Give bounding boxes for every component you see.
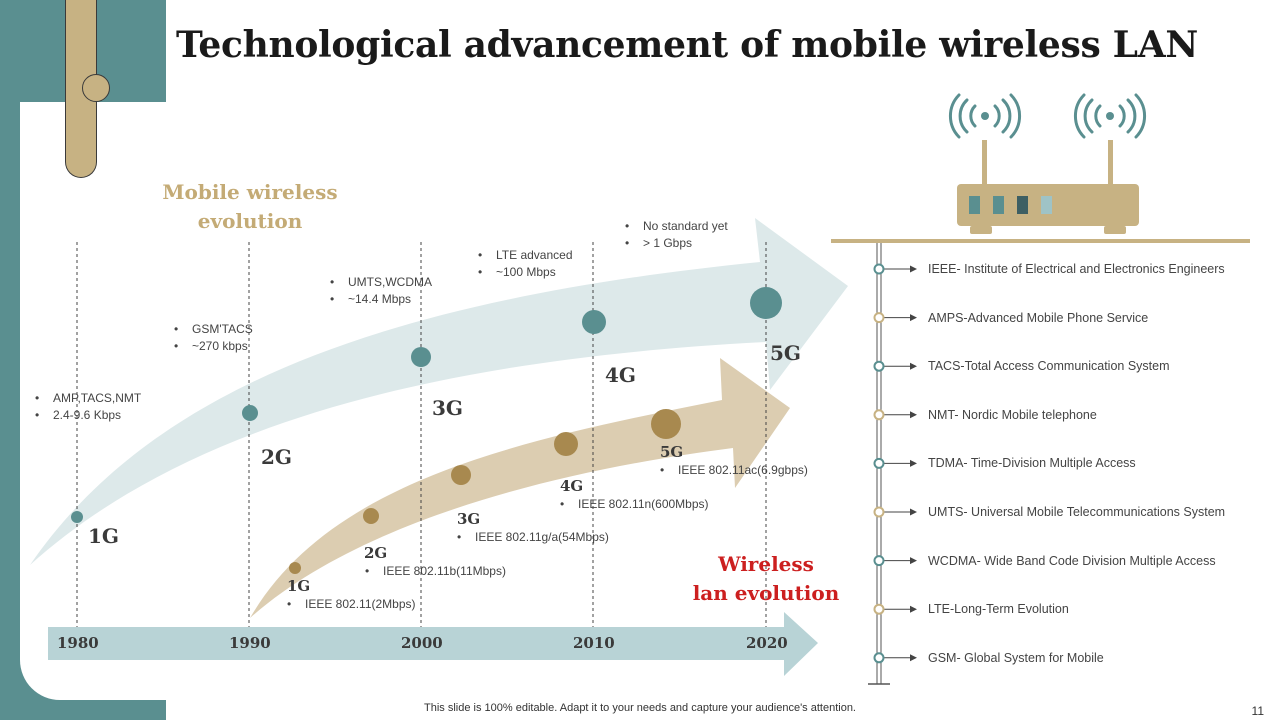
wireless-heading-line-1: Wireless [686, 550, 846, 579]
bullet: UMTS,WCDMA [330, 274, 432, 291]
year-2020: 2020 [746, 634, 786, 652]
mobile-3g-details: UMTS,WCDMA ~14.4 Mbps [330, 274, 432, 308]
mobile-1g-dot [71, 511, 83, 523]
wlan-5g-dot [651, 409, 681, 439]
wlan-4g-standard: IEEE 802.11n(600Mbps) [560, 497, 709, 511]
year-2010: 2010 [573, 634, 613, 652]
bullet: ~14.4 Mbps [330, 291, 432, 308]
glossary-marker [875, 508, 918, 517]
mobile-5g-dot [750, 287, 782, 319]
wlan-4g-dot [554, 432, 578, 456]
mobile-heading-line-1: Mobile wireless [160, 178, 340, 207]
glossary-marker [875, 265, 918, 274]
glossary-tdma: TDMA- Time-Division Multiple Access [928, 456, 1136, 470]
glossary-marker [875, 313, 918, 322]
router-icon [950, 95, 1144, 234]
mobile-4g-dot [582, 310, 606, 334]
wlan-5g-label: 5G [660, 443, 683, 461]
bullet: AMP,TACS,NMT [35, 390, 141, 407]
mobile-2g-details: GSM'TACS ~270 kbps [174, 321, 253, 355]
mobile-heading-line-2: evolution [160, 207, 340, 236]
mobile-2g-label: 2G [261, 445, 292, 469]
glossary-gsm: GSM- Global System for Mobile [928, 651, 1104, 665]
mobile-evolution-heading: Mobile wireless evolution [160, 178, 340, 236]
glossary-lte: LTE-Long-Term Evolution [928, 602, 1069, 616]
mobile-3g-label: 3G [432, 396, 463, 420]
bullet: ~270 kbps [174, 338, 253, 355]
bullet: > 1 Gbps [625, 235, 728, 252]
wlan-2g-label: 2G [364, 544, 387, 562]
glossary-marker [875, 459, 918, 468]
glossary-wcdma: WCDMA- Wide Band Code Division Multiple … [928, 554, 1216, 568]
glossary-nmt: NMT- Nordic Mobile telephone [928, 408, 1097, 422]
glossary-umts: UMTS- Universal Mobile Telecommunication… [928, 505, 1225, 519]
mobile-5g-details: No standard yet > 1 Gbps [625, 218, 728, 252]
year-1980: 1980 [57, 634, 97, 652]
glossary-ieee: IEEE- Institute of Electrical and Electr… [928, 262, 1225, 276]
wlan-2g-standard: IEEE 802.11b(11Mbps) [365, 564, 506, 578]
glossary-marker [875, 653, 918, 662]
glossary-tacs: TACS-Total Access Communication System [928, 359, 1170, 373]
wlan-1g-dot [289, 562, 301, 574]
bullet: 2.4-9.6 Kbps [35, 407, 141, 424]
year-2000: 2000 [401, 634, 441, 652]
wlan-4g-label: 4G [560, 477, 583, 495]
bullet: GSM'TACS [174, 321, 253, 338]
router-shelf [831, 239, 1250, 243]
mobile-1g-details: AMP,TACS,NMT 2.4-9.6 Kbps [35, 390, 141, 424]
mobile-2g-dot [242, 405, 258, 421]
mobile-4g-details: LTE advanced ~100 Mbps [478, 247, 573, 281]
wlan-3g-label: 3G [457, 510, 480, 528]
wlan-5g-standard: IEEE 802.11ac(6.9gbps) [660, 463, 808, 477]
bullet: ~100 Mbps [478, 264, 573, 281]
glossary-marker [875, 605, 918, 614]
glossary-marker [875, 362, 918, 371]
glossary-marker [875, 556, 918, 565]
wlan-3g-standard: IEEE 802.11g/a(54Mbps) [457, 530, 609, 544]
wireless-evolution-heading: Wireless lan evolution [686, 550, 846, 608]
glossary-amps: AMPS-Advanced Mobile Phone Service [928, 311, 1148, 325]
bullet: LTE advanced [478, 247, 573, 264]
wlan-2g-dot [363, 508, 379, 524]
mobile-4g-label: 4G [605, 363, 636, 387]
wlan-1g-label: 1G [287, 577, 310, 595]
footer-note: This slide is 100% editable. Adapt it to… [0, 702, 1280, 714]
wlan-1g-standard: IEEE 802.11(2Mbps) [287, 597, 416, 611]
wireless-heading-line-2: lan evolution [686, 579, 846, 608]
mobile-5g-label: 5G [770, 341, 801, 365]
mobile-3g-dot [411, 347, 431, 367]
glossary-marker [875, 410, 918, 419]
bullet: No standard yet [625, 218, 728, 235]
year-1990: 1990 [229, 634, 269, 652]
wlan-3g-dot [451, 465, 471, 485]
mobile-1g-label: 1G [88, 524, 119, 548]
page-number: 11 [1252, 704, 1264, 718]
